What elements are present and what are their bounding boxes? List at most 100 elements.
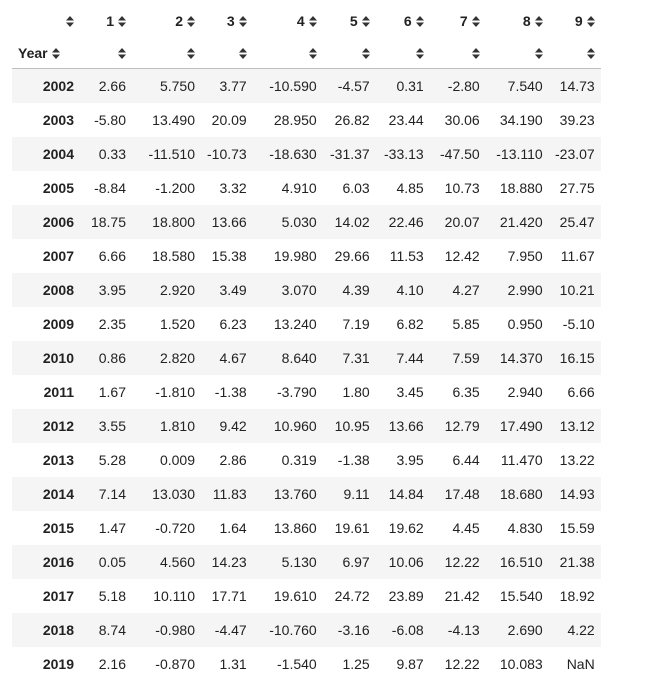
sort-icon[interactable] xyxy=(534,48,543,59)
row-year: 2018 xyxy=(42,622,74,638)
sort-icon[interactable] xyxy=(534,16,543,27)
table-cell: 18.880 xyxy=(499,180,543,196)
sort-icon[interactable] xyxy=(308,48,317,59)
sort-icon[interactable] xyxy=(51,48,60,59)
row-year: 2014 xyxy=(42,486,74,502)
sort-icon[interactable] xyxy=(187,48,195,59)
column-header-label: 4 xyxy=(296,13,305,29)
column-header-4[interactable]: 4 xyxy=(253,4,323,38)
table-cell: -10.73 xyxy=(207,146,247,162)
table-row: 2018 8.74 -0.980 -4.47 -10.760 -3.16 -6.08 -4.1… xyxy=(12,613,601,647)
table-cell: 16.15 xyxy=(559,350,595,366)
table-cell: 11.53 xyxy=(389,248,424,264)
sort-icon[interactable] xyxy=(361,48,370,59)
sort-icon[interactable] xyxy=(361,16,370,27)
table-cell: 4.22 xyxy=(567,622,595,638)
table-cell: 13.490 xyxy=(152,112,195,128)
table-cell: 25.47 xyxy=(559,214,595,230)
table-cell: 0.05 xyxy=(98,554,126,570)
sort-icon[interactable] xyxy=(415,48,424,59)
column-header-5[interactable]: 5 xyxy=(323,4,376,38)
table-cell: 1.67 xyxy=(98,384,126,400)
sort-icon[interactable] xyxy=(238,48,247,59)
table-cell: 6.23 xyxy=(219,316,247,332)
table-cell: 4.39 xyxy=(342,282,370,298)
table-cell: 4.85 xyxy=(396,180,424,196)
index-header-blank-4[interactable] xyxy=(252,38,323,69)
table-cell: 4.910 xyxy=(281,180,317,196)
table-cell: 13.760 xyxy=(273,486,317,502)
index-header-blank-2[interactable] xyxy=(132,38,201,69)
table-cell: 9.87 xyxy=(396,656,424,672)
table-cell: 7.540 xyxy=(507,78,543,94)
sort-icon[interactable] xyxy=(118,48,126,59)
table-cell: 15.59 xyxy=(559,520,595,536)
table-cell: 18.800 xyxy=(152,214,195,230)
table-cell: 0.009 xyxy=(159,452,195,468)
table-cell: -1.540 xyxy=(277,656,317,672)
row-year: 2007 xyxy=(42,248,74,264)
table-cell: 6.44 xyxy=(452,452,480,468)
sort-icon[interactable] xyxy=(66,16,74,27)
column-header-1[interactable]: 1 xyxy=(80,4,132,38)
index-header-blank-5[interactable] xyxy=(322,38,376,69)
table-cell: 11.67 xyxy=(560,248,595,264)
index-header-blank-7[interactable] xyxy=(429,38,486,69)
table-cell: 9.11 xyxy=(343,486,370,502)
sort-icon[interactable] xyxy=(308,16,317,27)
table-cell: 11.470 xyxy=(500,452,543,468)
sort-icon[interactable] xyxy=(415,16,424,27)
column-header-6[interactable]: 6 xyxy=(376,4,430,38)
table-cell: 21.420 xyxy=(499,214,543,230)
sort-icon[interactable] xyxy=(586,48,595,59)
table-cell: -10.760 xyxy=(269,622,317,638)
sort-icon[interactable] xyxy=(471,16,480,27)
row-year: 2011 xyxy=(43,384,74,400)
table-cell: 6.66 xyxy=(98,248,126,264)
column-header-7[interactable]: 7 xyxy=(430,4,486,38)
table-cell: 7.19 xyxy=(342,316,370,332)
table-cell: 3.77 xyxy=(219,78,247,94)
table-cell: 20.07 xyxy=(444,214,480,230)
row-year: 2003 xyxy=(42,112,74,128)
table-cell: 18.680 xyxy=(499,486,543,502)
column-header-2[interactable]: 2 xyxy=(132,4,201,38)
table-cell: 1.520 xyxy=(159,316,195,332)
column-header-label: 5 xyxy=(349,13,358,29)
header-index-blank[interactable] xyxy=(12,4,80,38)
column-header-3[interactable]: 3 xyxy=(201,4,253,38)
table-cell: 2.990 xyxy=(507,282,543,298)
index-header-blank-9[interactable] xyxy=(548,38,601,69)
index-header-blank-3[interactable] xyxy=(201,38,253,69)
table-cell: -5.80 xyxy=(94,112,126,128)
row-year: 2002 xyxy=(42,78,74,94)
sort-icon[interactable] xyxy=(238,16,247,27)
row-year: 2013 xyxy=(42,452,74,468)
table-cell: -47.50 xyxy=(440,146,480,162)
table-cell: 5.18 xyxy=(98,588,126,604)
table-cell: 11.83 xyxy=(212,486,247,502)
table-cell: 7.31 xyxy=(342,350,370,366)
row-year: 2008 xyxy=(42,282,74,298)
column-header-8[interactable]: 8 xyxy=(486,4,549,38)
table-cell: 5.030 xyxy=(281,214,317,230)
index-header-blank-6[interactable] xyxy=(375,38,430,69)
table-cell: 14.370 xyxy=(499,350,543,366)
table-cell: 21.42 xyxy=(444,588,480,604)
table-cell: 10.21 xyxy=(559,282,595,298)
sort-icon[interactable] xyxy=(471,48,480,59)
sort-icon[interactable] xyxy=(187,16,195,27)
column-header-9[interactable]: 9 xyxy=(549,4,601,38)
table-cell: 4.560 xyxy=(159,554,195,570)
table-cell: 7.950 xyxy=(507,248,543,264)
sort-icon[interactable] xyxy=(118,16,126,27)
sort-icon[interactable] xyxy=(586,16,595,27)
table-cell: 13.12 xyxy=(559,418,595,434)
table-row: 2012 3.55 1.810 9.42 10.960 10.95 13.66 12.79 17… xyxy=(12,409,601,443)
table-row: 2004 0.33 -11.510 -10.73 -18.630 -31.37 -33.13… xyxy=(12,137,601,171)
table-row: 2013 5.28 0.009 2.86 0.319 -1.38 3.95 6.44 11.47… xyxy=(12,443,601,477)
index-header-year[interactable]: Year xyxy=(12,38,80,69)
index-header-blank-8[interactable] xyxy=(485,38,549,69)
row-year: 2012 xyxy=(42,418,74,434)
index-header-blank-1[interactable] xyxy=(80,38,132,69)
